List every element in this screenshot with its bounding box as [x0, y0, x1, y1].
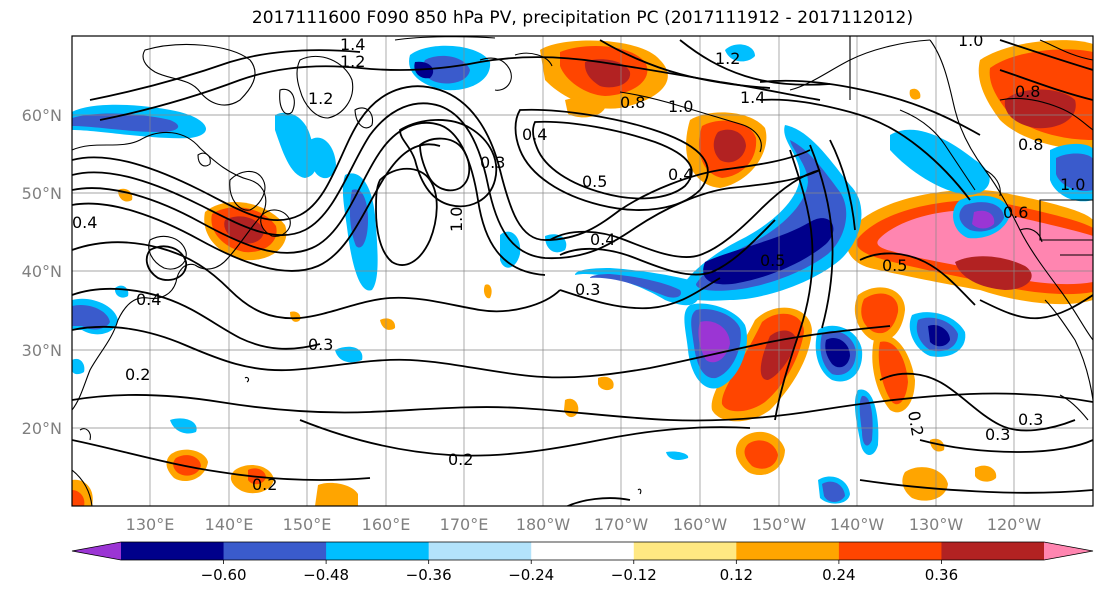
contour-label: 0.5 — [882, 256, 907, 275]
lon-tick-label: 160°W — [673, 515, 728, 534]
colorbar-bin — [531, 542, 635, 560]
lat-tick-label: 40°N — [22, 262, 62, 281]
colorbar-tick-label: 0.24 — [822, 566, 855, 584]
contour-label: 1.2 — [308, 89, 333, 108]
colorbar-bin — [326, 542, 430, 560]
colorbar-bin — [838, 542, 942, 560]
contour-label: 0.4 — [590, 230, 615, 249]
contour-label: 0.2 — [448, 450, 473, 469]
contour-label: 0.8 — [1015, 82, 1040, 101]
colorbar-extend-low — [72, 542, 121, 560]
lat-axis-labels: 60°N 50°N 40°N 30°N 20°N — [22, 106, 62, 438]
contour-label: 0.3 — [1018, 410, 1043, 429]
colorbar-bin — [223, 542, 327, 560]
contour-label: 0.2 — [252, 475, 277, 494]
contour-label: 0.2 — [904, 409, 927, 437]
contour-label: 0.3 — [308, 335, 333, 354]
contour-label: 0.8 — [620, 93, 645, 112]
colorbar-tick-label: −0.24 — [508, 566, 554, 584]
contour-label: 1.4 — [340, 35, 365, 54]
contour-label: 0.3 — [480, 153, 505, 172]
contour-label: 1.0 — [1060, 175, 1085, 194]
lon-tick-label: 160°E — [362, 515, 411, 534]
lat-tick-label: 60°N — [22, 106, 62, 125]
contour-label: 0.4 — [668, 165, 693, 184]
contour-label: 0.5 — [760, 251, 785, 270]
coastlines — [72, 36, 1093, 506]
colorbar-tick-label: −0.12 — [611, 566, 657, 584]
lon-tick-label: 180°W — [516, 515, 571, 534]
contour-label: 1.2 — [715, 49, 740, 68]
contour-label: 0.2 — [125, 365, 150, 384]
lon-axis-labels: 130°E 140°E 150°E 160°E 170°E 180°W 170°… — [126, 515, 1042, 534]
map-frame — [71, 35, 1094, 507]
lon-tick-label: 150°E — [283, 515, 332, 534]
colorbar-bin — [633, 542, 737, 560]
lon-tick-label: 120°W — [987, 515, 1042, 534]
colorbar-extend-high — [1044, 542, 1093, 560]
contour-label: 0.3 — [985, 425, 1010, 444]
contour-label: 0.6 — [1003, 203, 1028, 222]
contour-label: 1.0 — [447, 207, 466, 232]
contour-label: 1.4 — [740, 88, 765, 107]
contour-label: 1.2 — [340, 52, 365, 71]
lat-tick-label: 20°N — [22, 419, 62, 438]
contour-label: 0.3 — [575, 280, 600, 299]
contour-label: 0.4 — [522, 125, 547, 144]
contour-label: 0.5 — [582, 172, 607, 191]
pv-contours — [72, 39, 1093, 506]
lon-tick-label: 130°W — [909, 515, 964, 534]
lon-tick-label: 170°W — [594, 515, 649, 534]
colorbar-outline — [71, 541, 1094, 561]
colorbar-bin — [428, 542, 532, 560]
colorbar-tick-label: 0.36 — [925, 566, 958, 584]
colorbar-bin — [121, 542, 225, 560]
lat-tick-label: 30°N — [22, 341, 62, 360]
colorbar-tick-label: 0.12 — [720, 566, 753, 584]
lat-tick-label: 50°N — [22, 184, 62, 203]
colorbar-tick-label: −0.60 — [201, 566, 247, 584]
contour-label: 1.0 — [958, 31, 983, 50]
contour-label: 0.8 — [1018, 135, 1043, 154]
colorbar-tick-label: −0.48 — [303, 566, 349, 584]
contour-label: 1.0 — [668, 97, 693, 116]
lon-tick-label: 140°E — [205, 515, 254, 534]
figure-title: 2017111600 F090 850 hPa PV, precipitatio… — [251, 8, 914, 28]
colorbar-bin — [736, 542, 840, 560]
colorbar-tick-label: −0.36 — [406, 566, 452, 584]
lon-tick-label: 170°E — [440, 515, 489, 534]
contour-labels: 1.4 1.2 1.2 1.2 1.0 1.0 1.4 0.8 0.4 0.3 … — [72, 31, 1085, 494]
map-panel: 1.4 1.2 1.2 1.2 1.0 1.0 1.4 0.8 0.4 0.3 … — [22, 31, 1094, 534]
lon-tick-label: 130°E — [126, 515, 175, 534]
contour-label: 0.4 — [136, 290, 161, 309]
lon-tick-label: 150°W — [752, 515, 807, 534]
contour-label: 0.4 — [72, 213, 97, 232]
colorbar: −0.60 −0.48 −0.36 −0.24 −0.12 0.12 0.24 0.36 — [71, 541, 1094, 584]
lon-tick-label: 140°W — [830, 515, 885, 534]
colorbar-bin — [941, 542, 1045, 560]
